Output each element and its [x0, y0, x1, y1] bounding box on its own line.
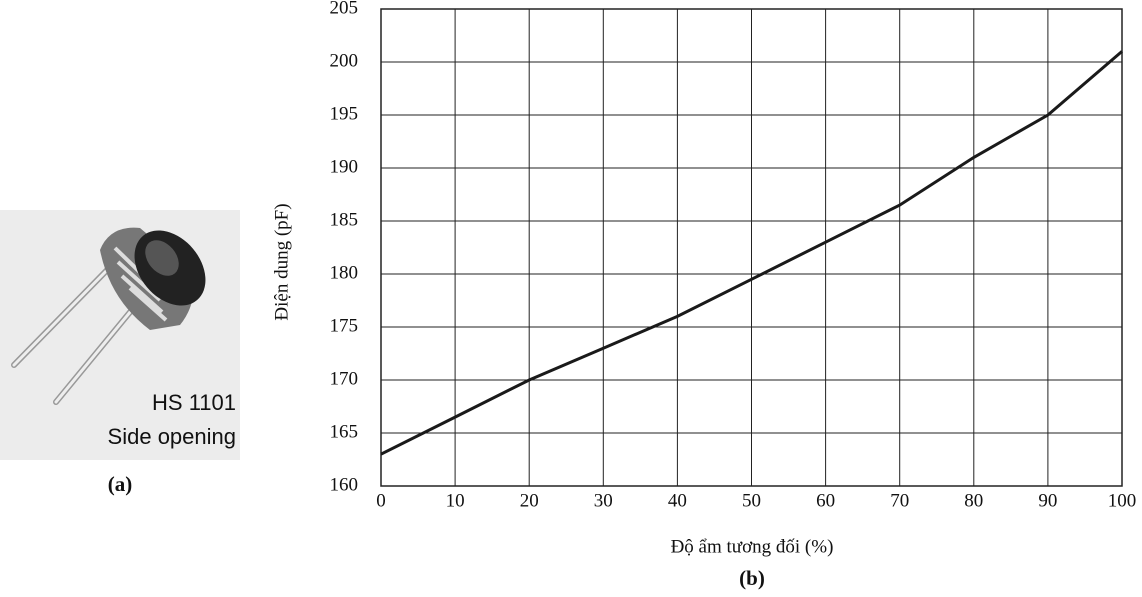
x-tick-label: 50 [742, 490, 761, 511]
sensor-image: HS 1101 Side opening (a) [0, 210, 240, 496]
x-tick-label: 30 [594, 490, 613, 511]
data-line [380, 50, 1123, 456]
y-tick-label: 175 [330, 315, 359, 336]
y-tick-label: 180 [330, 262, 359, 283]
caption: (b) [739, 566, 765, 590]
x-tick-label: 40 [668, 490, 687, 511]
x-tick-label: 70 [890, 490, 909, 511]
y-tick-label: 195 [330, 103, 359, 124]
x-tick-label: 10 [446, 490, 465, 511]
caption: (a) [108, 472, 133, 496]
sensor-leg [12, 263, 114, 367]
plot-frame [380, 8, 1123, 487]
x-tick-label: 20 [520, 490, 539, 511]
x-tick-label: 0 [376, 490, 386, 511]
x-axis-label: Độ ẩm tương đối (%) [671, 536, 834, 557]
sensor-highlight [145, 240, 179, 276]
y-tick-label: 160 [330, 474, 359, 495]
x-tick-label: 60 [816, 490, 835, 511]
y-tick-label: 200 [330, 50, 359, 71]
y-tick-label: 190 [330, 156, 359, 177]
sensor-text: HS 1101 [152, 390, 236, 415]
x-tick-label: 90 [1038, 490, 1057, 511]
y-tick-label: 165 [330, 421, 359, 442]
y-axis-label: Điện dung (pF) [271, 203, 292, 320]
x-tick-label: 80 [964, 490, 983, 511]
sensor-leg [54, 298, 142, 404]
y-tick-label: 185 [330, 209, 359, 230]
y-tick-label: 170 [330, 368, 359, 389]
x-tick-label: 100 [1108, 490, 1137, 511]
sensor-text: Side opening [108, 424, 236, 449]
y-tick-label: 205 [330, 0, 359, 18]
